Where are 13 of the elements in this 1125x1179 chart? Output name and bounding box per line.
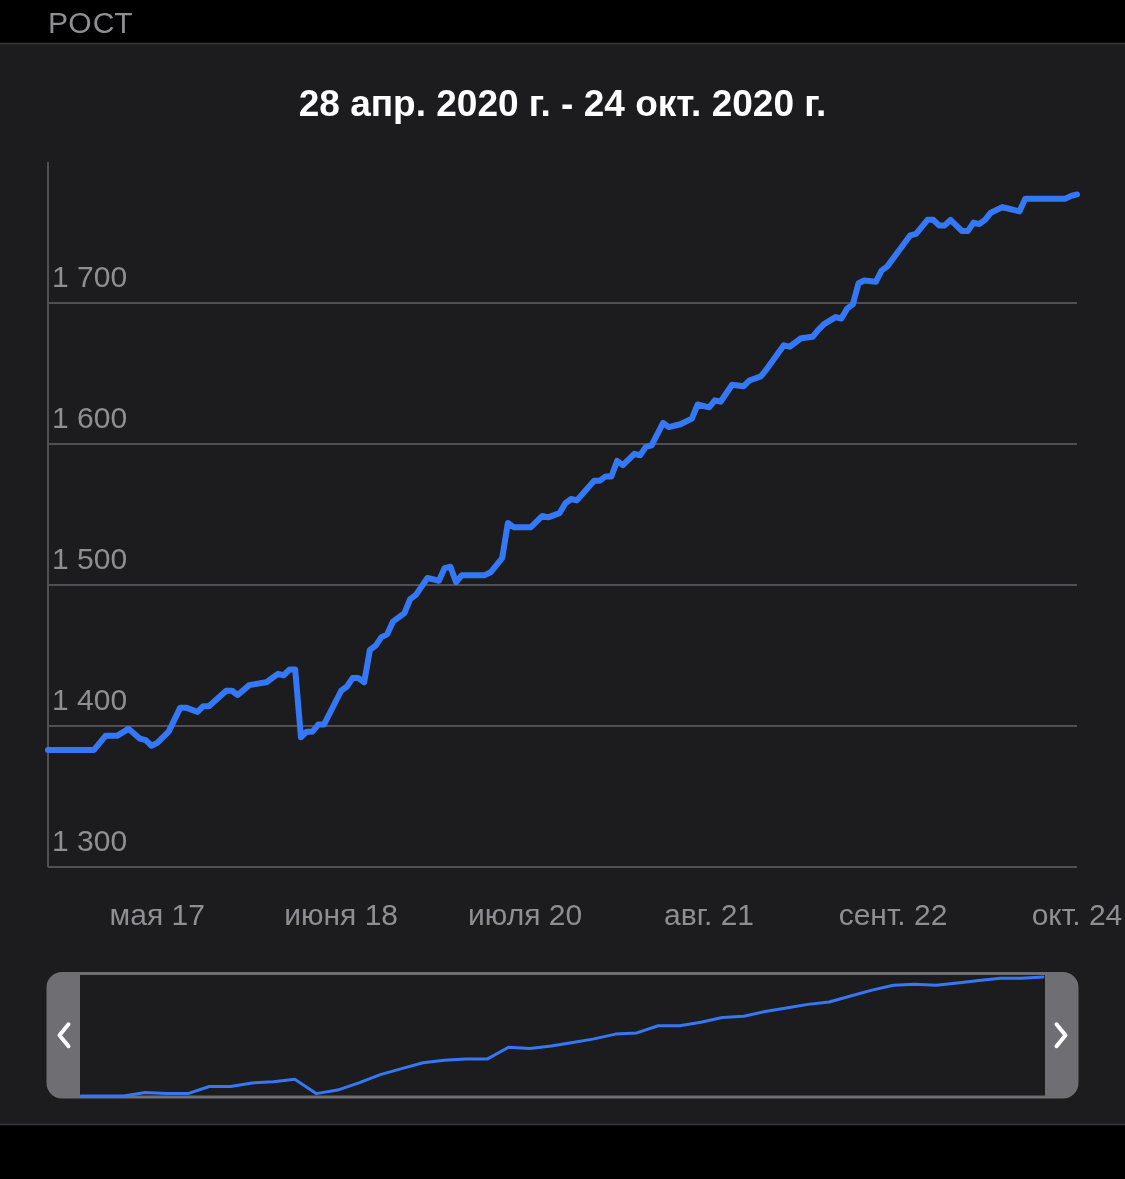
x-tick-label: окт. 24 bbox=[1031, 898, 1123, 931]
x-tick-label: сент. 22 bbox=[838, 898, 948, 931]
y-tick-label: 1 600 bbox=[52, 401, 128, 434]
y-tick-label: 1 500 bbox=[52, 542, 128, 575]
x-tick-label: июня 18 bbox=[284, 898, 399, 931]
chart-title: 28 апр. 2020 г. - 24 окт. 2020 г. bbox=[298, 83, 827, 124]
y-tick-label: 1 300 bbox=[52, 824, 128, 857]
x-tick-label: мая 17 bbox=[109, 898, 205, 931]
y-tick-label: 1 400 bbox=[52, 683, 128, 716]
text: РОСТ bbox=[48, 6, 134, 39]
x-tick-label: авг. 21 bbox=[664, 898, 755, 931]
x-tick-label: июля 20 bbox=[468, 898, 583, 931]
y-tick-label: 1 700 bbox=[52, 260, 128, 293]
